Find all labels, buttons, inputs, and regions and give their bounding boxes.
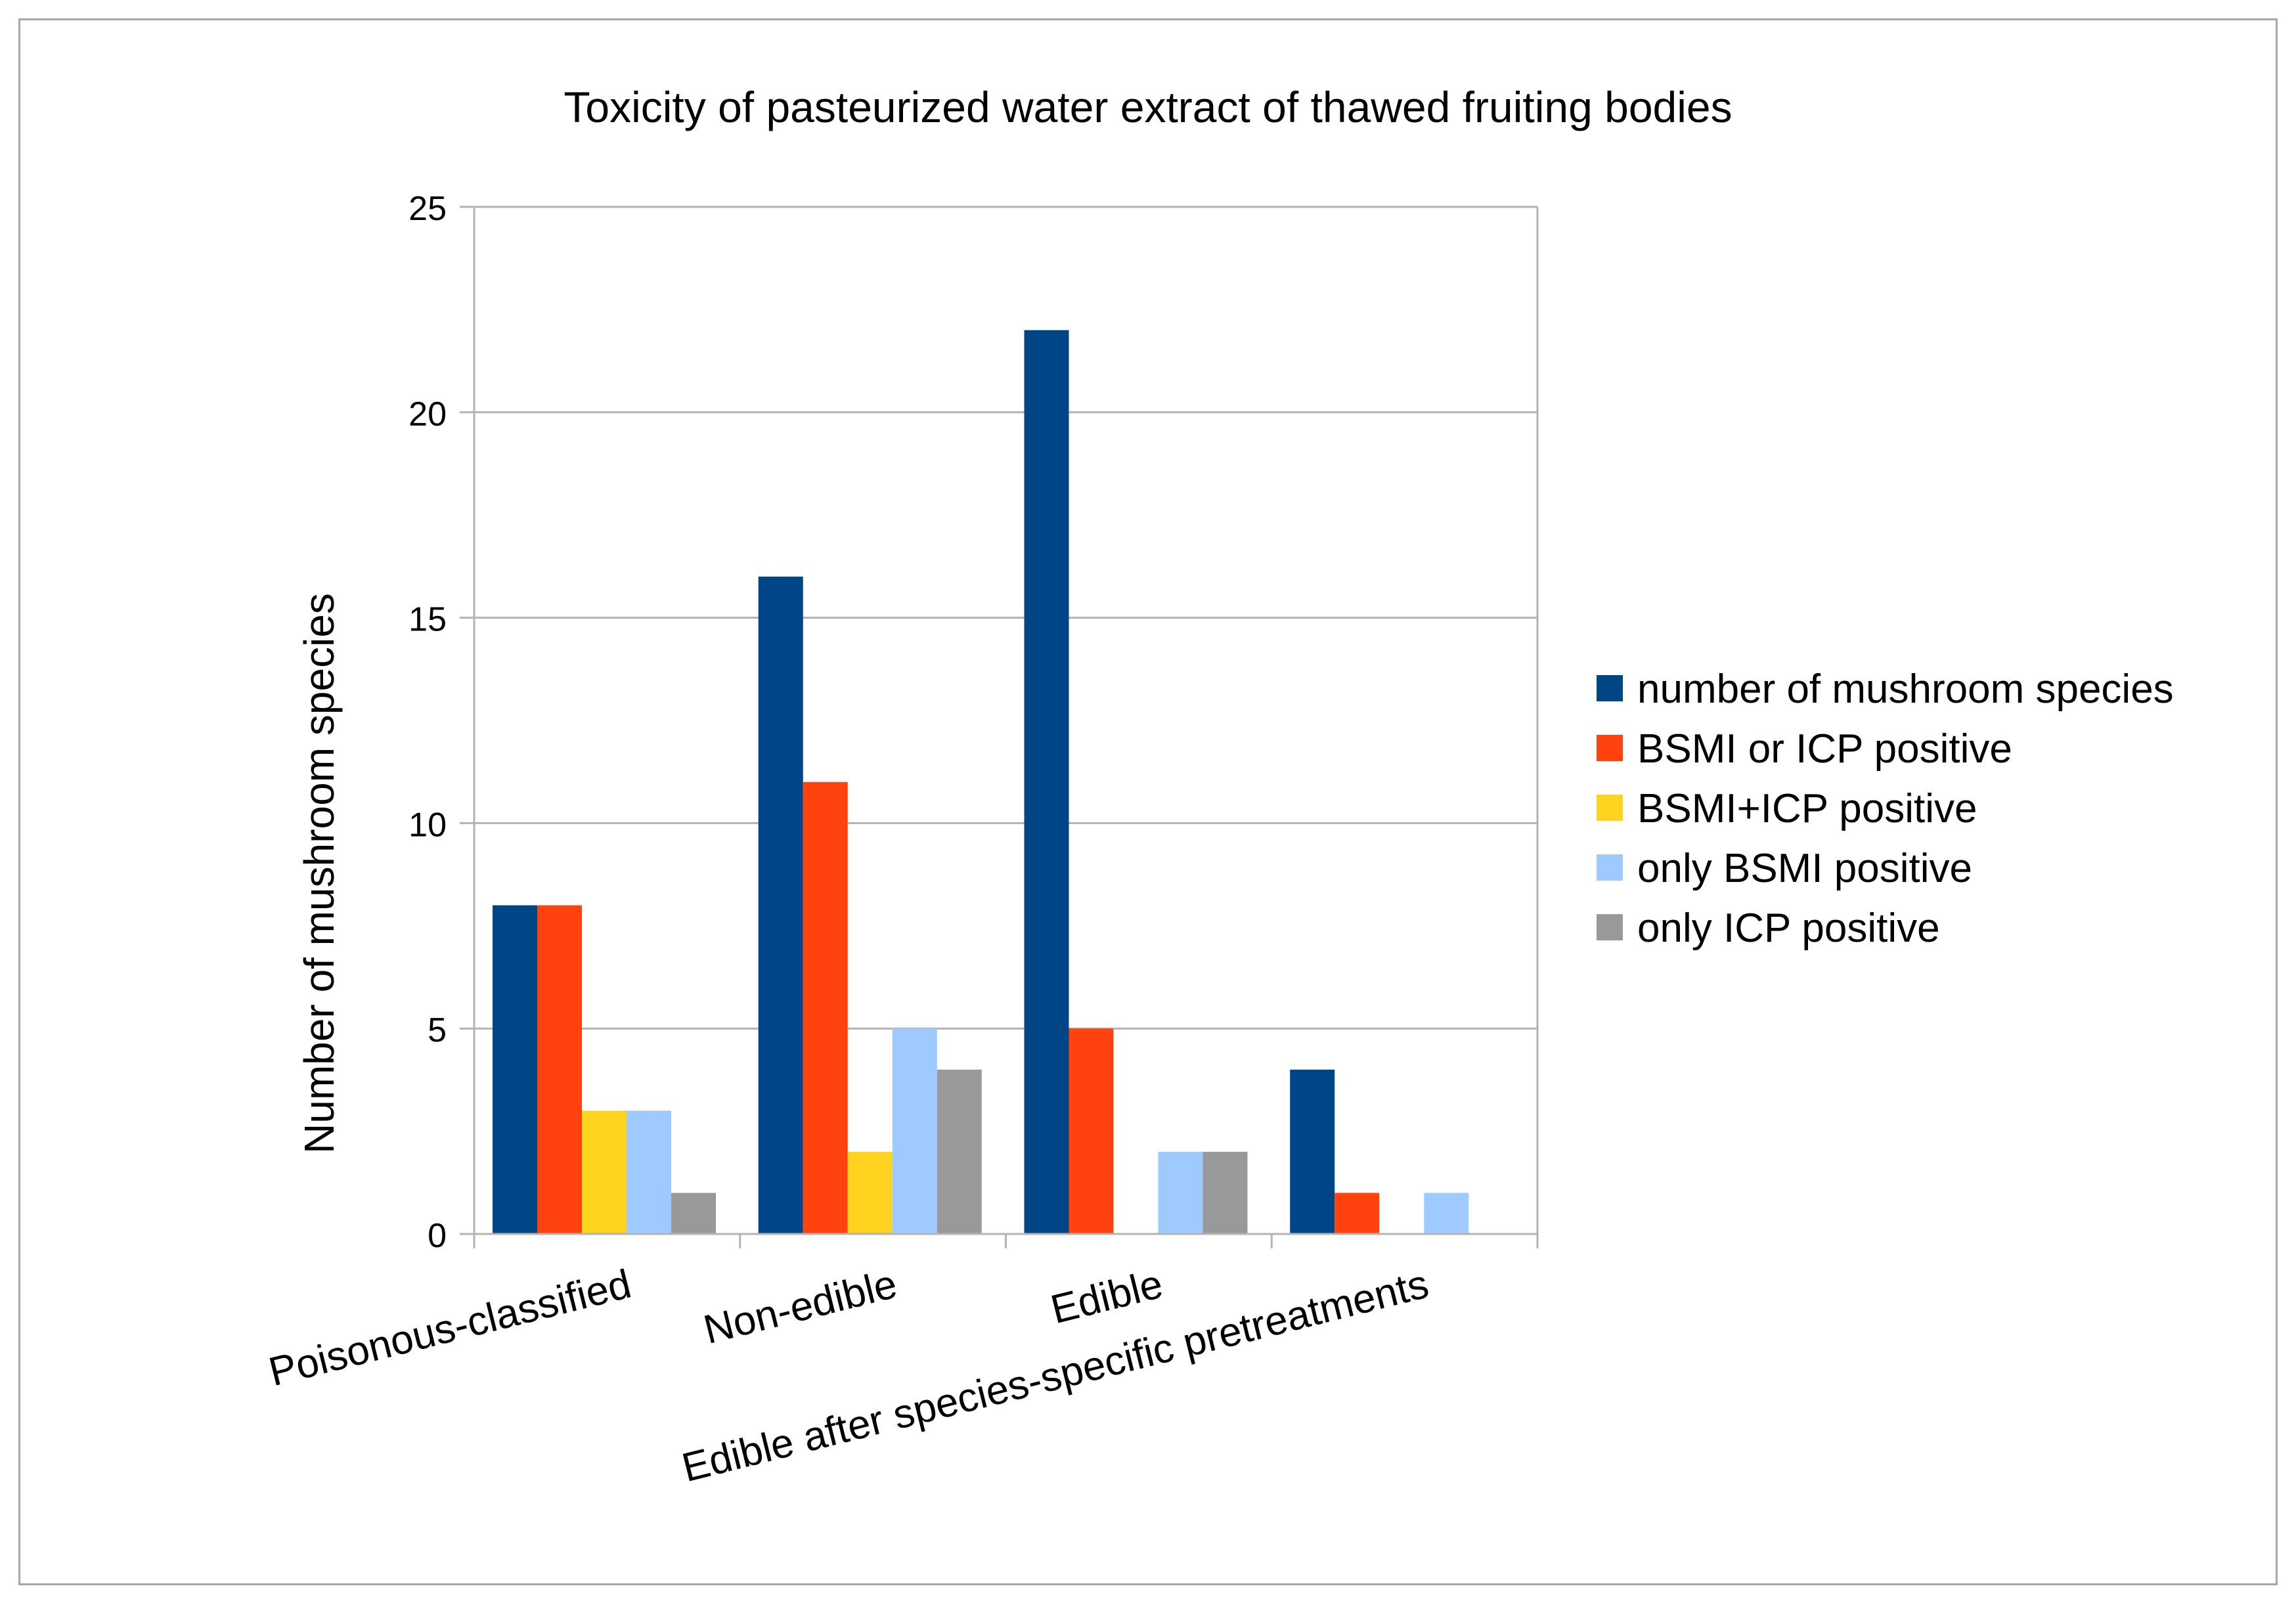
x-tick-labels: Poisonous-classified Non-edible EdibleEdib… bbox=[265, 1262, 1433, 1491]
bar-bsmi-icp-positive-non-edible bbox=[847, 1151, 893, 1234]
bar-bsmi-or-icp-positive-poisonous-classified bbox=[537, 905, 582, 1234]
legend-swatch bbox=[1597, 675, 1623, 701]
chart-frame bbox=[18, 18, 2278, 1585]
bar-only-bsmi-positive-non-edible bbox=[892, 1028, 937, 1234]
gridlines bbox=[474, 206, 1537, 1235]
legend-swatch bbox=[1597, 854, 1623, 881]
bar-only-icp-positive-non-edible bbox=[937, 1069, 982, 1234]
y-tick-label: 20 bbox=[408, 395, 447, 433]
bars bbox=[493, 330, 1469, 1235]
bar-only-bsmi-positive-poisonous-classified bbox=[627, 1110, 671, 1234]
y-tick-label: 25 bbox=[408, 190, 447, 228]
bar-only-bsmi-positive-edible bbox=[1158, 1151, 1203, 1234]
y-tick-label: 0 bbox=[428, 1217, 447, 1255]
legend-swatch bbox=[1597, 735, 1623, 761]
bar-only-bsmi-positive-edible-after-species-specific-pretreatments bbox=[1424, 1193, 1469, 1234]
legend-swatch bbox=[1597, 795, 1623, 821]
legend-label: BSMI or ICP positive bbox=[1637, 726, 2012, 772]
chart-title: Toxicity of pasteurized water extract of… bbox=[563, 83, 1732, 131]
y-tick-label: 15 bbox=[408, 601, 447, 639]
bar-bsmi-icp-positive-poisonous-classified bbox=[582, 1110, 627, 1234]
y-tick-label: 5 bbox=[428, 1011, 447, 1049]
legend-label: number of mushroom species bbox=[1637, 667, 2174, 712]
legend-label: BSMI+ICP positive bbox=[1637, 786, 1977, 831]
legend-swatch bbox=[1597, 914, 1623, 940]
axes: 0 5 10 15 20 25 bbox=[408, 190, 1539, 1255]
bar-number-of-mushroom-species-poisonous-classified bbox=[493, 905, 537, 1234]
legend: number of mushroom species BSMI or ICP po… bbox=[1597, 667, 2174, 951]
bar-bsmi-or-icp-positive-edible-after-species-specific-pretreatments bbox=[1335, 1193, 1380, 1234]
bar-bsmi-or-icp-positive-edible bbox=[1069, 1028, 1114, 1234]
legend-label: only ICP positive bbox=[1637, 906, 1940, 951]
x-tick-label: Non-edible bbox=[699, 1262, 902, 1353]
bar-number-of-mushroom-species-edible bbox=[1024, 330, 1069, 1235]
bar-number-of-mushroom-species-non-edible bbox=[758, 577, 803, 1234]
bar-number-of-mushroom-species-edible-after-species-specific-pretreatments bbox=[1290, 1069, 1335, 1234]
legend-label: only BSMI positive bbox=[1637, 846, 1972, 891]
y-tick-label: 10 bbox=[408, 806, 447, 844]
x-tick-label: Poisonous-classified bbox=[265, 1262, 636, 1396]
bar-only-icp-positive-edible bbox=[1203, 1151, 1248, 1234]
x-tick-label: Edible bbox=[1046, 1262, 1167, 1333]
y-axis-label: Number of mushroom species bbox=[296, 593, 343, 1154]
bar-only-icp-positive-poisonous-classified bbox=[671, 1193, 716, 1234]
bar-bsmi-or-icp-positive-non-edible bbox=[803, 781, 848, 1234]
